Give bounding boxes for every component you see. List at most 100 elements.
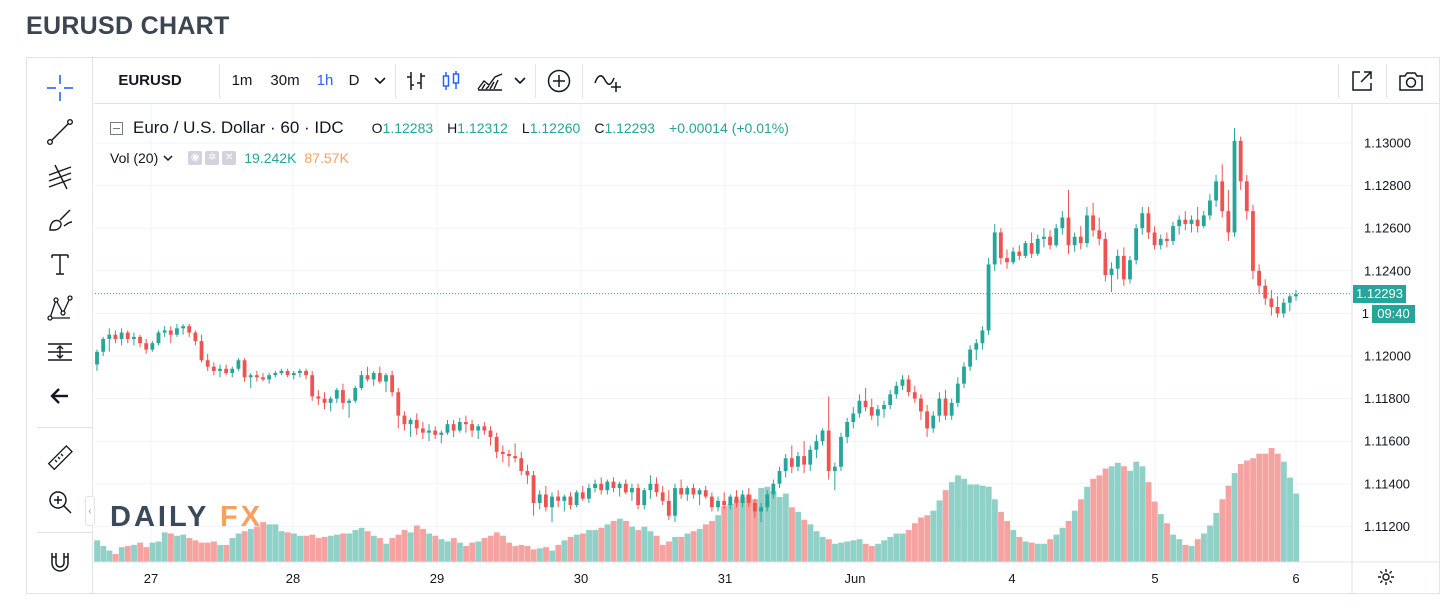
volume-bar [1090,478,1097,562]
chevron-down-icon[interactable] [163,154,173,162]
interval-1h[interactable]: 1h [316,72,334,89]
volume-bar [290,533,297,562]
chart-style-dropdown[interactable] [512,58,528,103]
candle-body [1269,298,1274,308]
volume-bar [284,532,291,562]
volume-bar [1041,543,1047,562]
toolbar-divider [37,532,93,533]
toolbar-divider [1338,64,1339,98]
volume-ma-value: 87.57K [304,150,349,166]
candle-body [1140,213,1145,229]
ruler-tool-button[interactable] [27,436,92,480]
volume-bar [899,533,906,562]
volume-bar [764,486,771,562]
candle-body [1011,251,1016,263]
close-icon[interactable]: ✕ [222,151,237,165]
candle-body [451,424,456,431]
volume-bar [395,534,402,562]
candle-body [285,370,290,376]
settings-icon[interactable]: ✲ [205,151,220,165]
volume-bar [782,493,789,562]
measure-tools-icon [47,343,72,361]
price-tick-label: 1.12400 [1364,263,1411,278]
visibility-icon[interactable]: ◉ [188,151,203,165]
candle-style-button[interactable] [436,58,466,103]
volume-bar [358,527,365,562]
legend-collapse-button[interactable] [110,121,123,135]
candlesticks [95,128,1298,523]
candle-body [261,377,265,380]
volume-bar [112,554,119,562]
area-style-button[interactable] [473,58,507,103]
fullscreen-button[interactable] [1338,58,1386,103]
volume-bar [1176,539,1183,562]
compare-button[interactable] [590,58,626,103]
volume-bar [715,515,722,562]
trend-line-tool-button[interactable] [27,110,92,154]
interval-30m[interactable]: 30m [270,72,300,89]
candle-body [1078,236,1083,244]
price-tick-label: 1.11800 [1364,391,1410,406]
volume-bar [450,538,457,562]
candle-body [353,387,358,401]
toolbar-collapse-handle[interactable]: ‹ [85,496,95,526]
candle-body [1195,219,1200,227]
candle-body [371,373,376,380]
volume-bar [936,500,943,562]
symbol-search[interactable]: EURUSD [118,72,182,89]
volume-bar [389,538,396,562]
volume-bar [690,531,697,562]
magnet-tool-button[interactable] [27,540,92,584]
pitchfork-tool-button[interactable] [27,154,92,198]
pattern-tool-button[interactable] [27,286,92,330]
symbol-legend: Euro / U.S. Dollar · 60 · IDC O 1.12283 H… [110,118,789,137]
volume-bar [204,542,211,562]
volume-bar [241,531,248,562]
candle-body [304,370,308,376]
volume-bar [309,534,316,562]
volume-bar [168,533,174,562]
volume-bar [124,546,131,562]
candle-body [328,398,333,403]
brush-tool-button[interactable] [27,198,92,242]
crosshair-tool-button[interactable] [27,66,92,110]
volume-bar [696,528,703,562]
chart-settings-button[interactable] [1373,566,1399,588]
candle-body [291,373,296,376]
volume-bar [801,519,808,562]
volume-bar [223,544,230,562]
candle-body [968,349,973,367]
screenshot-button[interactable] [1386,58,1436,103]
candle-body [1294,294,1298,297]
candle-body [623,483,628,493]
volume-bar [875,543,881,562]
volume-bar [592,530,599,562]
zoom-in-tool-button[interactable] [27,480,92,524]
candle-body [974,343,979,350]
candle-body [1257,270,1262,286]
candle-body [1287,296,1292,303]
volume-bar [149,542,156,562]
volume-bar [211,541,217,562]
volume-bar [186,538,193,562]
candle-body [279,370,284,374]
interval-d[interactable]: D [348,72,360,89]
volume-bar [1274,453,1281,562]
compare-icon [594,74,621,92]
interval-dropdown[interactable] [370,58,390,103]
back-arrow-icon [49,388,68,404]
text-tool-button[interactable] [27,242,92,286]
interval-1m[interactable]: 1m [231,72,253,89]
bar-style-button[interactable] [401,58,431,103]
chevron-down-icon [374,76,386,84]
measure-tools-button[interactable] [27,330,92,374]
volume-bar [1127,470,1134,562]
low-value: 1.12260 [529,120,581,136]
add-indicator-button[interactable] [543,58,575,103]
candle-body [869,407,874,416]
candle-body [586,488,591,499]
back-button[interactable] [27,374,92,418]
candle-body [1060,217,1065,229]
change-value: +0.00014 (+0.01%) [669,120,789,136]
